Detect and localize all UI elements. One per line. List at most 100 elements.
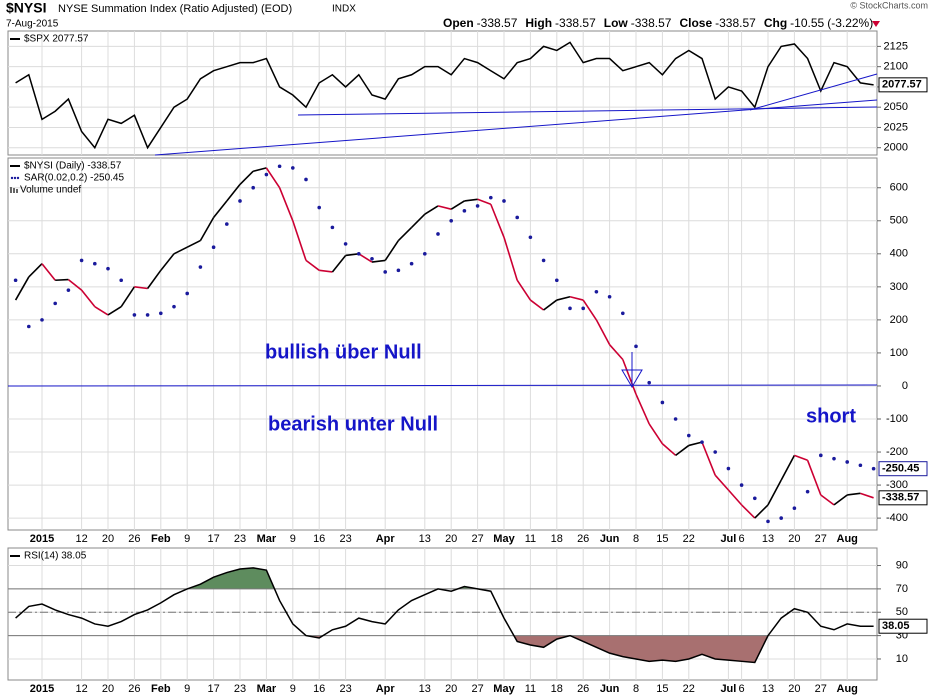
volume-label: Volume undef bbox=[20, 185, 81, 196]
x-tick-label: Jul bbox=[720, 683, 736, 695]
sar-dot bbox=[304, 177, 308, 182]
line-segment bbox=[754, 504, 769, 519]
sar-dot bbox=[753, 496, 757, 501]
line bbox=[15, 567, 874, 664]
x-tick-label: 9 bbox=[184, 683, 190, 695]
price-tag-label: -338.57 bbox=[882, 492, 919, 504]
x-tick-label: 9 bbox=[290, 683, 296, 695]
quote-label: High bbox=[525, 16, 552, 30]
x-tick-label: 23 bbox=[339, 683, 351, 695]
sar-dot bbox=[594, 290, 599, 294]
quote-label: Close bbox=[679, 16, 712, 30]
panel-frame bbox=[7, 157, 878, 531]
line-segment bbox=[331, 254, 347, 273]
overbought-fill bbox=[187, 567, 478, 589]
trend-line bbox=[297, 106, 878, 116]
legend-label: RSI(14) 38.05 bbox=[24, 551, 87, 562]
y-tick-label: 300 bbox=[890, 281, 908, 293]
quote-label: Chg bbox=[764, 16, 787, 30]
line-segment bbox=[860, 492, 874, 499]
line-segment bbox=[675, 444, 690, 456]
line-segment bbox=[847, 492, 861, 496]
plot-area: 2000202520502075210021252077.57$SPX 2077… bbox=[7, 30, 928, 695]
line-segment bbox=[701, 441, 716, 476]
x-tick-label: 12 bbox=[75, 533, 87, 545]
copyright: © StockCharts.com bbox=[850, 0, 928, 10]
sar-dot bbox=[489, 195, 493, 200]
annotation: bullish über Null bbox=[265, 341, 422, 363]
legend-label: SAR(0.02,0.2) -250.45 bbox=[24, 173, 124, 184]
x-tick-label: 26 bbox=[577, 683, 589, 695]
x-tick-label: 13 bbox=[419, 533, 431, 545]
sar-dot bbox=[370, 256, 374, 261]
sar-dot bbox=[396, 268, 401, 273]
quote-label: Open bbox=[443, 16, 474, 30]
price-tag bbox=[878, 461, 928, 477]
sar-dot bbox=[687, 433, 691, 438]
line-segment bbox=[146, 269, 162, 289]
x-tick-label: 16 bbox=[313, 683, 325, 695]
x-tick-label: 11 bbox=[525, 683, 536, 695]
x-tick-label: 22 bbox=[683, 533, 695, 545]
date: 7-Aug-2015 bbox=[6, 19, 59, 30]
x-tick-label: 20 bbox=[102, 533, 114, 545]
x-tick-label: 15 bbox=[656, 683, 668, 695]
y-tick-label: -400 bbox=[886, 512, 908, 524]
sar-dot bbox=[832, 456, 836, 461]
line-segment bbox=[411, 213, 426, 228]
line-segment bbox=[278, 187, 294, 222]
sar-dot bbox=[198, 265, 203, 269]
x-tick-label: 26 bbox=[128, 533, 140, 545]
line-segment bbox=[767, 479, 782, 506]
quote: Open -338.57 High -338.57 Low -338.57 Close -33… bbox=[443, 16, 873, 30]
x-tick-label: Feb bbox=[151, 683, 171, 695]
sar-dot bbox=[27, 324, 31, 329]
line-segment bbox=[173, 246, 188, 255]
sar-dot bbox=[13, 278, 18, 283]
oversold-fill bbox=[15, 635, 874, 663]
x-tick-label: 13 bbox=[762, 533, 774, 545]
legend-dot bbox=[16, 176, 20, 180]
x-tick-label: 23 bbox=[234, 683, 246, 695]
price-tag bbox=[878, 618, 928, 634]
sar-dot bbox=[766, 519, 770, 524]
annotation: bearish unter Null bbox=[268, 413, 438, 435]
price-tag-label: -250.45 bbox=[882, 463, 919, 475]
line-segment bbox=[741, 504, 756, 519]
price-tag-label: 38.05 bbox=[882, 620, 910, 632]
x-tick-label: Apr bbox=[376, 683, 396, 695]
x-tick-label: Jun bbox=[600, 683, 620, 695]
line-segment bbox=[55, 278, 69, 282]
line-segment bbox=[134, 286, 148, 290]
line-segment bbox=[806, 460, 822, 496]
x-tick-label: 27 bbox=[815, 533, 827, 545]
y-tick-label: -300 bbox=[886, 479, 908, 491]
x-tick-label: 15 bbox=[656, 533, 668, 545]
x-tick-label: 12 bbox=[75, 683, 87, 695]
line-segment bbox=[28, 263, 43, 278]
x-tick-label: 17 bbox=[207, 533, 219, 545]
sar-dot bbox=[93, 261, 97, 266]
x-tick-label: 23 bbox=[234, 533, 246, 545]
line-segment bbox=[358, 253, 373, 263]
line-segment bbox=[503, 237, 518, 281]
line-segment bbox=[319, 269, 333, 273]
y-tick-label: -200 bbox=[886, 446, 908, 458]
sar-dot bbox=[40, 318, 44, 322]
line-segment bbox=[490, 203, 505, 238]
x-tick-label: 9 bbox=[290, 533, 296, 545]
sar-dot bbox=[436, 232, 440, 236]
sar-dot bbox=[739, 483, 744, 487]
line-segment bbox=[582, 299, 598, 321]
sar-dot bbox=[462, 209, 467, 213]
trend-line bbox=[154, 99, 878, 156]
x-tick-label: Jun bbox=[600, 533, 620, 545]
sar-dot bbox=[185, 291, 189, 296]
line-segment bbox=[424, 205, 439, 215]
x-tick-label: 17 bbox=[207, 683, 219, 695]
x-tick-label: 27 bbox=[471, 683, 483, 695]
line-segment bbox=[253, 167, 267, 172]
sar-dot bbox=[159, 311, 163, 316]
sar-dot bbox=[357, 252, 361, 256]
y-tick-label: 10 bbox=[896, 653, 908, 665]
